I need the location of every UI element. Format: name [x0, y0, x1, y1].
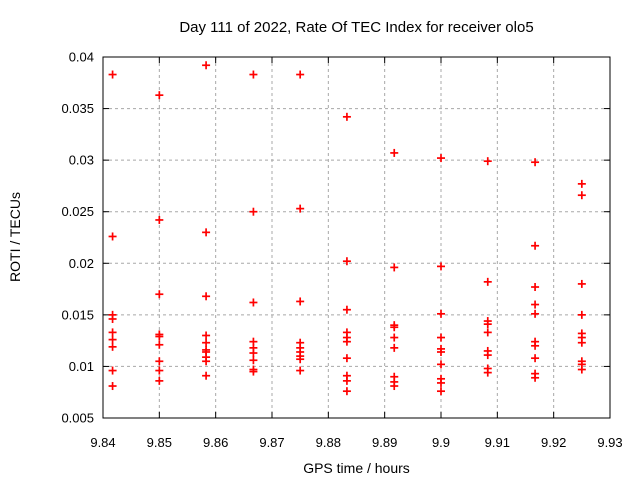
data-point — [202, 338, 211, 347]
data-point — [390, 382, 399, 391]
data-point — [108, 232, 117, 241]
data-point — [108, 335, 117, 344]
data-point — [577, 191, 586, 200]
plot-border — [102, 56, 611, 419]
data-point — [483, 320, 492, 329]
data-point — [483, 368, 492, 377]
x-tick-label: 9.9 — [432, 435, 450, 450]
data-point — [483, 277, 492, 286]
data-point — [531, 300, 540, 309]
data-point — [437, 333, 445, 342]
data-point — [202, 371, 211, 380]
y-tick-label: 0.035 — [61, 101, 94, 116]
data-point — [531, 373, 540, 382]
x-tick-label: 9.87 — [259, 435, 284, 450]
data-point — [108, 382, 117, 391]
y-tick-label: 0.015 — [61, 307, 94, 322]
data-point — [296, 355, 305, 364]
data-point — [342, 337, 351, 346]
data-point — [108, 70, 117, 79]
data-point — [249, 356, 258, 365]
data-point — [202, 292, 211, 301]
data-point — [202, 61, 211, 70]
data-point — [155, 332, 164, 341]
data-point — [531, 241, 540, 250]
data-point — [437, 378, 445, 387]
data-point — [483, 351, 492, 360]
data-point — [296, 70, 305, 79]
data-point — [249, 298, 258, 307]
x-tick-label: 9.88 — [316, 435, 341, 450]
y-tick-label: 0.005 — [61, 411, 94, 426]
data-point — [202, 331, 211, 340]
data-point — [390, 333, 399, 342]
data-point — [108, 366, 117, 375]
data-point — [296, 366, 305, 375]
y-tick-label: 0.03 — [69, 153, 94, 168]
data-point — [155, 357, 164, 366]
data-point — [531, 283, 540, 292]
x-tick-label: 9.85 — [147, 435, 172, 450]
data-point — [155, 366, 164, 375]
data-point — [249, 70, 258, 79]
data-point — [202, 357, 211, 366]
data-point — [342, 354, 351, 363]
data-point — [108, 328, 117, 337]
data-point — [249, 367, 258, 376]
data-point — [531, 354, 540, 363]
data-point — [437, 154, 445, 163]
x-axis-title: GPS time / hours — [303, 460, 410, 476]
data-point — [342, 387, 351, 396]
data-point — [577, 310, 586, 319]
data-point — [390, 148, 399, 157]
data-point — [390, 343, 399, 352]
data-point — [577, 279, 586, 288]
chart-title: Day 111 of 2022, Rate Of TEC Index for r… — [179, 19, 534, 36]
data-point — [531, 158, 540, 167]
y-tick-label: 0.04 — [69, 50, 94, 65]
data-point — [342, 376, 351, 385]
data-point — [437, 347, 445, 356]
data-point — [155, 340, 164, 349]
data-point — [342, 257, 351, 266]
data-point — [390, 263, 399, 272]
data-point — [531, 341, 540, 350]
x-tick-label: 9.89 — [372, 435, 397, 450]
data-point — [155, 376, 164, 385]
x-tick-label: 9.84 — [90, 435, 115, 450]
x-tick-label: 9.92 — [541, 435, 566, 450]
data-point — [342, 112, 351, 121]
data-point — [249, 207, 258, 216]
data-point — [437, 262, 445, 271]
x-tick-label: 9.86 — [203, 435, 228, 450]
x-tick-label: 9.91 — [485, 435, 510, 450]
data-point — [249, 349, 258, 358]
data-point — [437, 387, 445, 396]
data-point — [342, 305, 351, 314]
data-point — [577, 365, 586, 374]
data-point — [437, 360, 445, 369]
data-point — [483, 328, 492, 337]
data-point — [296, 204, 305, 213]
y-tick-label: 0.025 — [61, 204, 94, 219]
data-point — [108, 314, 117, 323]
data-point — [577, 338, 586, 347]
data-point — [390, 323, 399, 332]
data-point — [437, 309, 445, 318]
data-point — [155, 91, 164, 100]
data-point — [531, 309, 540, 318]
data-point — [296, 297, 305, 306]
y-tick-label: 0.02 — [69, 256, 94, 271]
data-point — [155, 290, 164, 299]
x-tick-label: 9.93 — [597, 435, 622, 450]
data-point — [108, 342, 117, 351]
y-tick-label: 0.01 — [69, 359, 94, 374]
data-point — [202, 228, 211, 237]
data-point — [155, 215, 164, 224]
data-point — [483, 157, 492, 166]
data-point — [577, 179, 586, 188]
